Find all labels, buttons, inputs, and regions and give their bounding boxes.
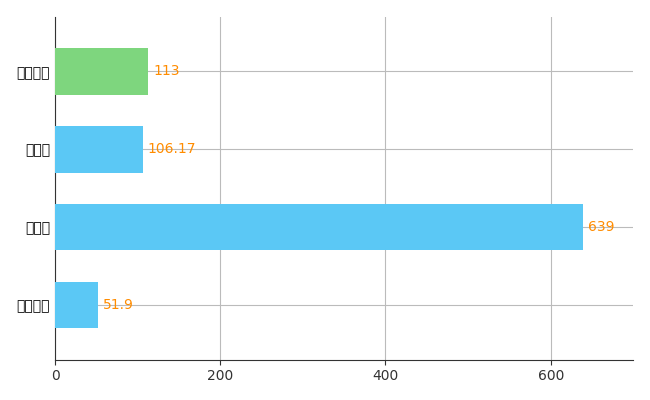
Text: 51.9: 51.9 — [103, 298, 134, 312]
Bar — [55, 282, 98, 328]
Bar — [55, 126, 143, 172]
Bar — [55, 48, 148, 95]
Text: 639: 639 — [588, 220, 614, 234]
Bar — [55, 204, 583, 250]
Text: 113: 113 — [153, 64, 180, 78]
Text: 106.17: 106.17 — [148, 142, 196, 156]
